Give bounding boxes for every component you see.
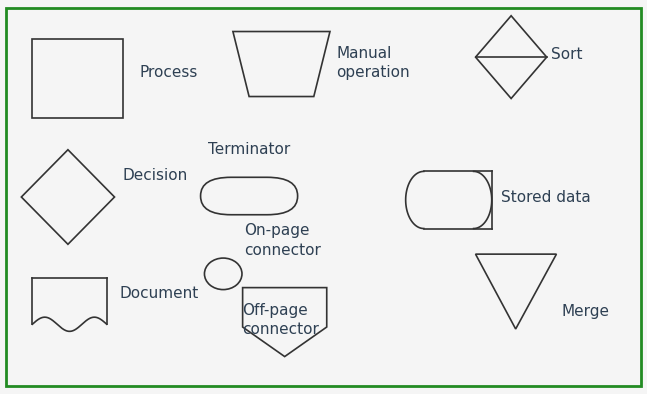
- Text: Sort: Sort: [551, 47, 583, 62]
- Text: Off-page
connector: Off-page connector: [243, 303, 320, 337]
- Text: Process: Process: [139, 65, 197, 80]
- Text: Terminator: Terminator: [208, 142, 291, 157]
- Text: Manual
operation: Manual operation: [336, 46, 410, 80]
- Text: Document: Document: [120, 286, 199, 301]
- Bar: [32, 39, 123, 118]
- Text: Merge: Merge: [562, 304, 609, 319]
- Text: Decision: Decision: [123, 168, 188, 183]
- Text: Stored data: Stored data: [501, 190, 591, 205]
- Text: On-page
connector: On-page connector: [245, 223, 322, 258]
